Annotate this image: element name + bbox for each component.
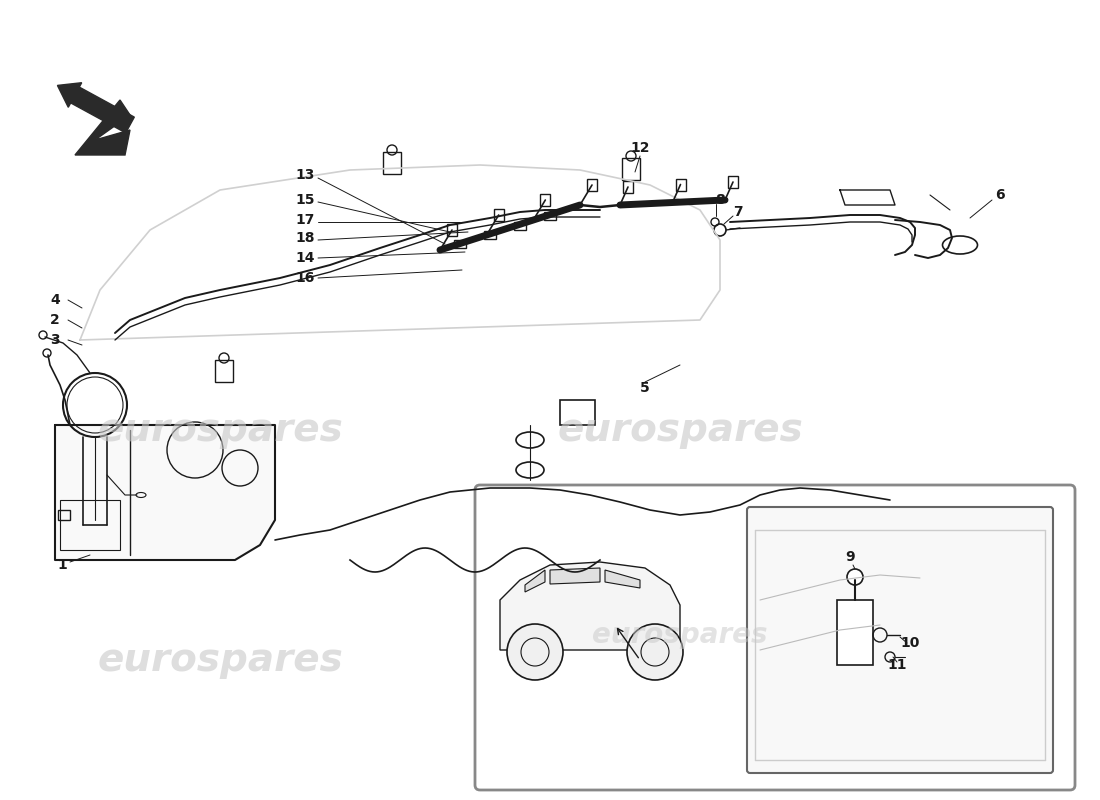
Bar	[383, 152, 402, 174]
FancyBboxPatch shape	[747, 507, 1053, 773]
Text: 8: 8	[715, 193, 725, 207]
Text: 13: 13	[295, 168, 315, 182]
Text: 3: 3	[51, 333, 59, 347]
Bar	[544, 212, 556, 220]
Polygon shape	[500, 562, 680, 650]
Text: eurospares: eurospares	[97, 641, 343, 679]
Text: 5: 5	[640, 381, 650, 395]
Polygon shape	[525, 570, 544, 592]
Polygon shape	[75, 100, 130, 155]
Bar	[540, 194, 550, 206]
Text: 15: 15	[295, 193, 315, 207]
Bar	[621, 158, 640, 180]
Text: 18: 18	[295, 231, 315, 245]
Bar	[454, 240, 466, 248]
Bar	[675, 178, 685, 190]
Text: 14: 14	[295, 251, 315, 265]
Bar	[60, 500, 120, 550]
Text: 16: 16	[295, 271, 315, 285]
Bar	[484, 231, 496, 239]
Circle shape	[507, 624, 563, 680]
Polygon shape	[550, 568, 600, 584]
Bar	[494, 209, 504, 221]
Text: 12: 12	[630, 141, 650, 155]
Bar	[837, 600, 873, 665]
Text: 2: 2	[51, 313, 59, 327]
Bar	[214, 360, 233, 382]
Bar	[58, 510, 70, 520]
Bar	[728, 176, 738, 188]
Text: 9: 9	[845, 550, 855, 564]
Text: eurospares: eurospares	[557, 411, 803, 449]
Text: 4: 4	[51, 293, 59, 307]
Bar	[447, 224, 456, 236]
Text: eurospares: eurospares	[97, 411, 343, 449]
FancyArrow shape	[57, 82, 134, 133]
Circle shape	[627, 624, 683, 680]
Text: 11: 11	[888, 658, 906, 672]
Bar	[623, 181, 632, 193]
Text: eurospares: eurospares	[592, 621, 768, 649]
Text: 10: 10	[900, 636, 920, 650]
Bar	[587, 179, 597, 191]
FancyBboxPatch shape	[475, 485, 1075, 790]
Bar	[560, 400, 595, 425]
Text: 7: 7	[734, 205, 742, 219]
Text: 1: 1	[57, 558, 67, 572]
Polygon shape	[55, 425, 275, 560]
Text: 6: 6	[996, 188, 1004, 202]
Text: 17: 17	[295, 213, 315, 227]
Polygon shape	[605, 570, 640, 588]
Circle shape	[847, 569, 864, 585]
Bar	[514, 222, 526, 230]
